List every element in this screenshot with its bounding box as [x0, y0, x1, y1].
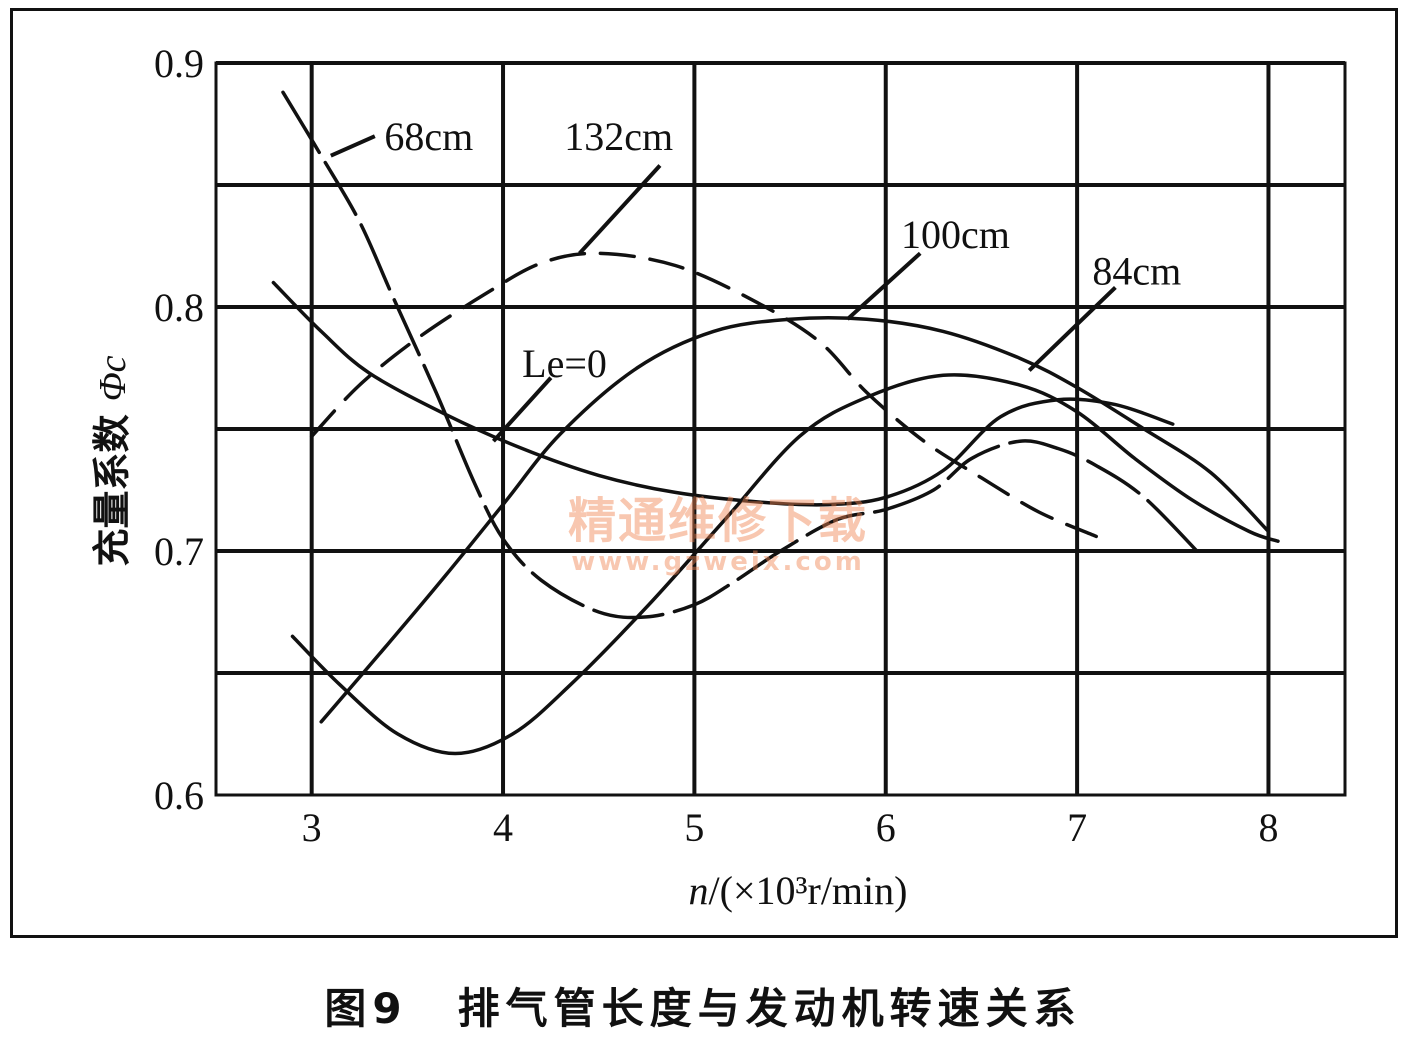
figure-caption: 图9 排气管长度与发动机转速关系 — [0, 975, 1406, 1036]
x-axis-unit: /(×10³r/min) — [709, 868, 908, 913]
annotation-label-le-0: Le=0 — [522, 341, 607, 386]
x-tick-label-7: 7 — [1067, 805, 1087, 850]
y-axis-label-text: 充量系数 Φc — [90, 355, 134, 566]
y-axis-symbol: Φc — [92, 355, 134, 401]
caption-text: 排气管长度与发动机转速关系 — [457, 984, 1082, 1033]
plot-border — [214, 61, 1347, 797]
annotation-label-84cm: 84cm — [1092, 248, 1181, 293]
leader-line-132cm — [578, 164, 662, 255]
series-line-84cm — [319, 315, 1271, 724]
series-line-68cm — [281, 90, 1204, 620]
y-tick-label-0.8: 0.8 — [154, 285, 204, 330]
watermark-url: www.gzweix.com — [571, 547, 865, 577]
leader-lines — [330, 134, 1117, 443]
x-axis-var: n — [689, 868, 709, 913]
series-line-le-0 — [290, 373, 1280, 756]
annotation-label-100cm: 100cm — [901, 212, 1010, 257]
y-axis-label: 充量系数 — [90, 415, 134, 567]
x-tick-label-5: 5 — [684, 805, 704, 850]
leader-line-84cm — [1027, 286, 1117, 372]
leader-line-100cm — [846, 251, 922, 321]
x-tick-label-6: 6 — [876, 805, 896, 850]
annotation-label-132cm: 132cm — [564, 114, 673, 159]
watermark: 精通维修下载 www.gzweix.com — [533, 481, 903, 577]
x-tick-label-3: 3 — [302, 805, 322, 850]
annotation-label-68cm: 68cm — [384, 114, 473, 159]
curves — [271, 90, 1280, 756]
watermark-text: 精通维修下载 — [567, 493, 868, 549]
x-tick-label-8: 8 — [1258, 805, 1278, 850]
annotations: 68cm 132cm 100cm 84cm Le=0 — [384, 114, 1181, 386]
y-tick-label-0.9: 0.9 — [154, 41, 204, 86]
axes — [214, 61, 1347, 797]
y-tick-label-0.7: 0.7 — [154, 529, 204, 574]
leader-line-68cm — [330, 134, 376, 158]
figure-frame: 3 4 5 6 7 8 0.6 0.7 0.8 0.9 68cm 132cm 100cm 84cm Le=… — [10, 8, 1398, 938]
y-tick-label-0.6: 0.6 — [154, 773, 204, 818]
grid-lines — [216, 61, 1345, 795]
x-tick-label-4: 4 — [493, 805, 513, 850]
tick-labels: 3 4 5 6 7 8 0.6 0.7 0.8 0.9 — [154, 41, 1278, 850]
series-line-100cm — [271, 280, 1175, 507]
x-axis-label: n/(×10³r/min) — [689, 868, 908, 913]
leader-line-le-0 — [491, 376, 553, 443]
line-chart: 3 4 5 6 7 8 0.6 0.7 0.8 0.9 68cm 132cm 100cm 84cm Le=… — [90, 41, 1347, 913]
series-line-132cm — [309, 251, 1098, 539]
caption-number: 图9 — [324, 984, 408, 1033]
